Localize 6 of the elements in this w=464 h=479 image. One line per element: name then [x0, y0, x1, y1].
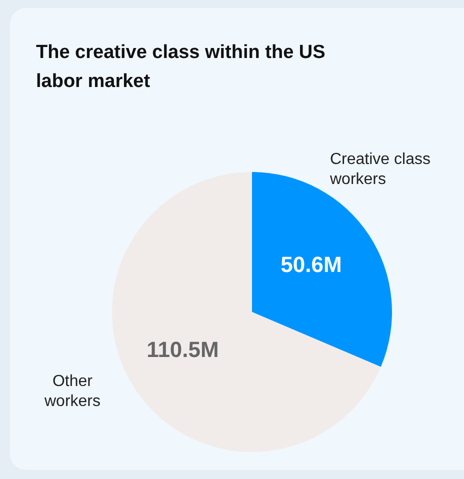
data-label: 50.6M	[280, 252, 342, 278]
slice-label: Creative class workers	[330, 150, 432, 190]
pie-slice	[252, 172, 392, 367]
chart-title: The creative class within the US labor market	[36, 41, 326, 94]
slice-label: Other workers	[43, 372, 102, 412]
data-label: 110.5M	[146, 336, 219, 362]
